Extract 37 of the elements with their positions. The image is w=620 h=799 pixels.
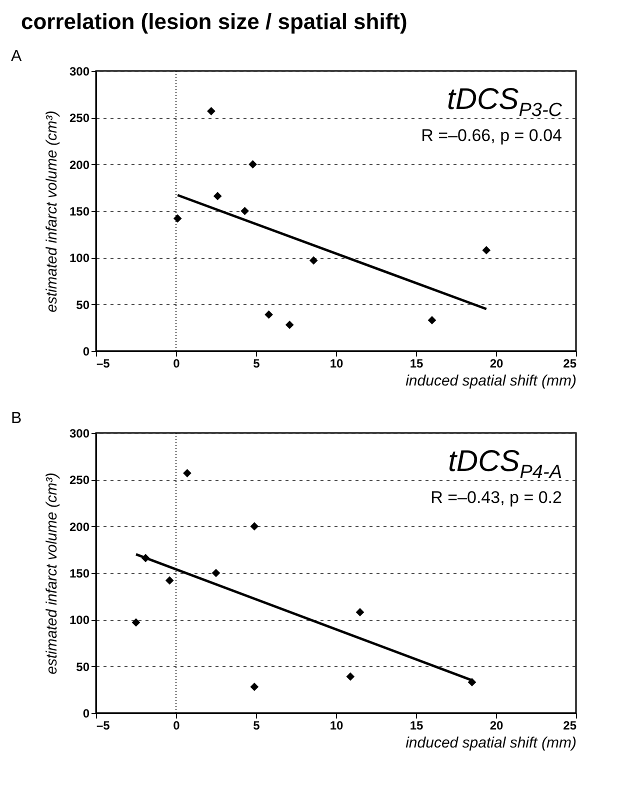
x-tick-label: 20 bbox=[490, 718, 504, 732]
x-axis-title: induced spatial shift (mm) bbox=[406, 734, 576, 752]
x-tick-label: 15 bbox=[410, 718, 424, 732]
y-axis-title: estimated infarct volume (cm³) bbox=[43, 472, 60, 674]
x-tick-label: 5 bbox=[253, 356, 260, 370]
y-tick-label: 50 bbox=[76, 660, 90, 674]
x-tick-label: 25 bbox=[563, 718, 577, 732]
x-tick-label: 0 bbox=[173, 718, 180, 732]
x-tick-label: –5 bbox=[96, 718, 110, 732]
chart-title: correlation (lesion size / spatial shift) bbox=[21, 9, 408, 34]
y-axis-title: estimated infarct volume (cm³) bbox=[43, 110, 60, 312]
y-tick-label: 0 bbox=[82, 706, 90, 720]
annotation: R =–0.43, p = 0.2 bbox=[430, 488, 562, 507]
y-tick-label: 50 bbox=[76, 298, 90, 312]
y-tick-label: 250 bbox=[69, 473, 90, 488]
text: A bbox=[11, 48, 22, 65]
x-axis-title: induced spatial shift (mm) bbox=[406, 372, 576, 390]
x-tick-label: 10 bbox=[330, 356, 344, 370]
x-tick-label: 5 bbox=[253, 718, 260, 732]
x-tick-label: 15 bbox=[410, 356, 424, 370]
y-tick-label: 250 bbox=[69, 111, 90, 126]
y-tick-label: 100 bbox=[69, 613, 90, 628]
y-tick-label: 200 bbox=[69, 520, 90, 534]
x-tick-label: 10 bbox=[330, 718, 344, 732]
y-tick-label: 300 bbox=[69, 426, 90, 440]
text: B bbox=[11, 410, 22, 427]
x-tick-label: –5 bbox=[96, 356, 110, 370]
y-tick-label: 100 bbox=[69, 251, 90, 266]
y-tick-label: 200 bbox=[69, 158, 90, 172]
y-tick-label: 0 bbox=[82, 344, 90, 358]
y-tick-label: 150 bbox=[69, 566, 90, 580]
x-tick-label: 25 bbox=[563, 356, 577, 370]
y-tick-label: 150 bbox=[69, 204, 90, 218]
x-tick-label: 20 bbox=[490, 356, 504, 370]
annotation: R =–0.66, p = 0.04 bbox=[421, 126, 562, 145]
x-tick-label: 0 bbox=[173, 356, 180, 370]
y-tick-label: 300 bbox=[69, 64, 90, 78]
